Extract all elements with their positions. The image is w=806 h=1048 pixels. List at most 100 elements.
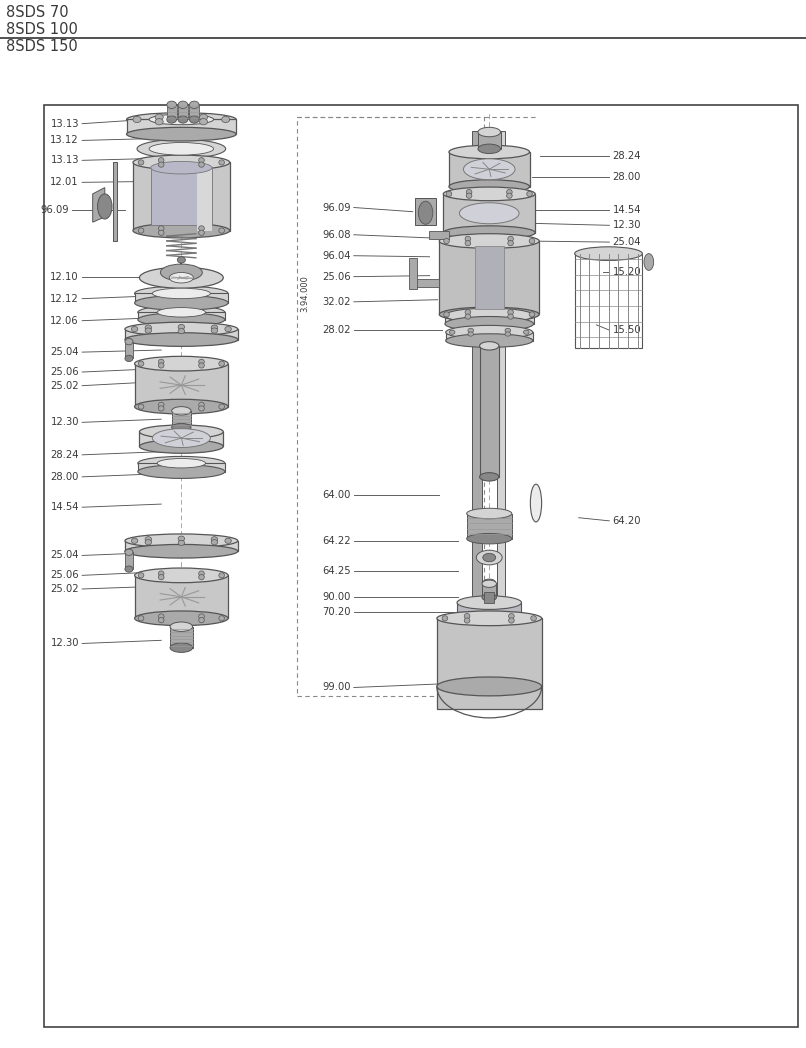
- Ellipse shape: [178, 102, 188, 109]
- Text: 64.22: 64.22: [322, 536, 351, 546]
- Text: 15.20: 15.20: [613, 267, 642, 278]
- Bar: [44, 105, 798, 1027]
- Ellipse shape: [437, 677, 542, 696]
- Ellipse shape: [159, 157, 164, 162]
- Ellipse shape: [449, 330, 455, 334]
- Ellipse shape: [135, 286, 228, 301]
- Ellipse shape: [172, 423, 191, 432]
- Ellipse shape: [177, 257, 185, 263]
- Text: 25.02: 25.02: [50, 380, 79, 391]
- Bar: [197, 162, 212, 231]
- Ellipse shape: [138, 464, 225, 478]
- Ellipse shape: [446, 192, 451, 197]
- Ellipse shape: [467, 332, 474, 336]
- Ellipse shape: [459, 203, 519, 224]
- Bar: [445, 315, 534, 324]
- Ellipse shape: [464, 618, 470, 624]
- Bar: [415, 198, 436, 225]
- Text: 8SDS 70: 8SDS 70: [6, 5, 69, 20]
- Ellipse shape: [464, 613, 470, 618]
- Ellipse shape: [178, 116, 188, 124]
- Bar: [575, 254, 642, 348]
- Ellipse shape: [467, 533, 512, 544]
- Ellipse shape: [125, 339, 133, 345]
- Ellipse shape: [529, 239, 535, 244]
- Ellipse shape: [463, 158, 515, 180]
- Ellipse shape: [98, 194, 112, 219]
- Ellipse shape: [139, 361, 143, 367]
- Ellipse shape: [198, 571, 205, 576]
- Ellipse shape: [211, 540, 218, 545]
- Ellipse shape: [139, 425, 223, 439]
- Ellipse shape: [198, 157, 205, 162]
- Ellipse shape: [465, 241, 471, 246]
- Ellipse shape: [135, 611, 228, 626]
- Ellipse shape: [189, 102, 199, 109]
- Ellipse shape: [158, 406, 164, 411]
- Ellipse shape: [445, 316, 534, 331]
- Ellipse shape: [219, 572, 224, 578]
- Text: 12.10: 12.10: [50, 271, 79, 282]
- Bar: [133, 162, 230, 231]
- Text: 96.09: 96.09: [39, 204, 69, 215]
- Ellipse shape: [198, 359, 205, 365]
- Ellipse shape: [138, 306, 225, 320]
- Ellipse shape: [457, 595, 521, 610]
- Ellipse shape: [465, 314, 471, 320]
- Bar: [297, 117, 484, 696]
- Ellipse shape: [509, 613, 514, 618]
- Ellipse shape: [449, 146, 530, 159]
- Bar: [449, 152, 530, 187]
- Ellipse shape: [483, 578, 496, 587]
- Bar: [178, 105, 188, 119]
- Ellipse shape: [418, 201, 433, 224]
- Ellipse shape: [508, 236, 513, 241]
- Text: 12.06: 12.06: [50, 315, 79, 326]
- Ellipse shape: [160, 264, 202, 281]
- Ellipse shape: [200, 118, 208, 125]
- Bar: [167, 105, 177, 119]
- Ellipse shape: [482, 593, 496, 602]
- Ellipse shape: [170, 621, 193, 631]
- Text: 25.04: 25.04: [613, 237, 641, 247]
- Ellipse shape: [149, 114, 214, 125]
- Ellipse shape: [437, 611, 542, 626]
- Ellipse shape: [449, 180, 530, 194]
- Ellipse shape: [131, 326, 138, 331]
- Ellipse shape: [139, 440, 223, 454]
- Text: 14.54: 14.54: [613, 204, 641, 215]
- Text: 3.94.000: 3.94.000: [300, 275, 310, 312]
- Ellipse shape: [198, 614, 205, 619]
- Ellipse shape: [149, 143, 214, 155]
- Ellipse shape: [200, 114, 208, 121]
- Ellipse shape: [137, 139, 226, 158]
- Bar: [139, 432, 223, 446]
- Text: 25.02: 25.02: [50, 584, 79, 594]
- Bar: [497, 131, 505, 692]
- Ellipse shape: [159, 359, 164, 365]
- Ellipse shape: [508, 241, 513, 246]
- Ellipse shape: [211, 328, 218, 333]
- Ellipse shape: [138, 313, 225, 327]
- Bar: [170, 627, 193, 648]
- Ellipse shape: [466, 190, 472, 195]
- Ellipse shape: [198, 162, 205, 168]
- Text: 28.24: 28.24: [51, 450, 79, 460]
- Ellipse shape: [139, 405, 143, 410]
- Ellipse shape: [155, 114, 164, 121]
- Ellipse shape: [133, 116, 141, 123]
- Ellipse shape: [529, 312, 535, 318]
- Ellipse shape: [145, 540, 152, 545]
- Ellipse shape: [152, 288, 210, 299]
- Bar: [413, 279, 439, 287]
- Bar: [437, 618, 542, 686]
- Bar: [135, 575, 228, 618]
- Ellipse shape: [211, 325, 218, 330]
- Ellipse shape: [482, 581, 496, 587]
- Ellipse shape: [127, 113, 236, 127]
- Text: 14.54: 14.54: [51, 502, 79, 512]
- Ellipse shape: [476, 550, 502, 565]
- Bar: [135, 293, 228, 303]
- Bar: [475, 246, 504, 309]
- Bar: [135, 364, 228, 407]
